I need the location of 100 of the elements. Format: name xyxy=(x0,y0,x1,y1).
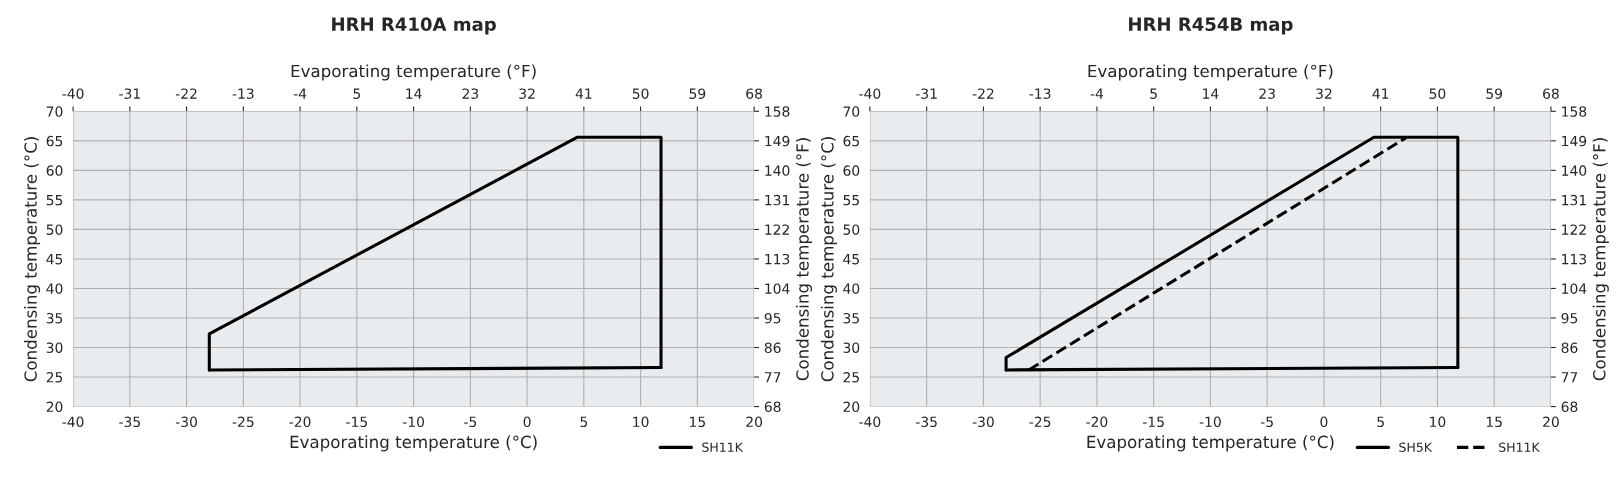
x-tick-label: 20 xyxy=(746,416,763,428)
y2-tick-label: 68 xyxy=(1561,401,1578,413)
x2-tick-label: -13 xyxy=(1029,88,1051,99)
x2-tick-label: -31 xyxy=(119,88,140,99)
y-tick-label: 50 xyxy=(46,224,63,235)
x2-tick-label: 14 xyxy=(406,88,422,99)
y-tick-label: 25 xyxy=(46,372,63,383)
y2-tick-label: 140 xyxy=(765,165,790,176)
y2-axis-title: Condensing temperature (°F) xyxy=(795,138,813,381)
y-tick-label: 35 xyxy=(843,312,859,324)
x2-tick-label: 41 xyxy=(575,88,592,99)
y-tick-label: 55 xyxy=(843,195,859,206)
y2-tick-label: 77 xyxy=(764,372,781,383)
legend-label: SH11K xyxy=(1499,442,1540,452)
chart-title: HRH R410A map xyxy=(332,17,496,35)
y-tick-label: 70 xyxy=(843,106,860,117)
x2-tick-label: 23 xyxy=(462,88,479,99)
y-tick-label: 65 xyxy=(843,135,859,147)
x2-tick-label: -40 xyxy=(62,88,84,99)
x-tick-label: -5 xyxy=(464,416,477,428)
y-tick-label: 20 xyxy=(843,401,860,413)
y-tick-label: 55 xyxy=(46,195,63,206)
x-tick-label: 20 xyxy=(1543,416,1559,428)
y2-tick-label: 158 xyxy=(765,106,790,117)
x-tick-label: -15 xyxy=(346,416,367,428)
x-tick-label: -30 xyxy=(972,416,994,428)
y2-tick-label: 68 xyxy=(764,401,781,413)
y-tick-label: 35 xyxy=(46,312,63,324)
legend-label: SH11K xyxy=(702,442,744,452)
x-tick-label: -40 xyxy=(859,416,881,428)
x-tick-label: -10 xyxy=(1199,416,1221,428)
x2-tick-label: -31 xyxy=(915,88,937,99)
x2-tick-label: 41 xyxy=(1372,88,1389,99)
x-tick-label: -20 xyxy=(1086,416,1108,428)
x2-tick-label: 5 xyxy=(353,88,361,99)
y2-tick-label: 158 xyxy=(1562,106,1587,117)
y-tick-label: 40 xyxy=(843,283,860,294)
y2-tick-label: 77 xyxy=(1561,372,1578,383)
y-tick-label: 20 xyxy=(46,401,63,413)
y2-tick-label: 95 xyxy=(764,312,781,324)
x-tick-label: 10 xyxy=(1430,416,1446,428)
x2-tick-label: -13 xyxy=(232,88,254,99)
y2-tick-label: 86 xyxy=(1561,342,1578,353)
x-tick-label: 5 xyxy=(580,416,588,428)
x-tick-label: -35 xyxy=(915,416,937,428)
x-axis-title: Evaporating temperature (°C) xyxy=(290,435,537,452)
legend-label: SH5K xyxy=(1399,442,1433,452)
y2-tick-label: 95 xyxy=(1561,312,1578,324)
x-tick-label: -30 xyxy=(175,416,198,428)
y2-tick-label: 104 xyxy=(1562,283,1587,294)
y-tick-label: 60 xyxy=(46,165,63,176)
x-tick-label: -25 xyxy=(232,416,254,428)
x-tick-label: -20 xyxy=(289,416,311,428)
y-tick-label: 60 xyxy=(843,165,860,176)
x-tick-label: 0 xyxy=(523,416,531,428)
y2-tick-label: 86 xyxy=(764,342,781,353)
x-tick-label: -15 xyxy=(1142,416,1164,428)
x2-tick-label: 32 xyxy=(519,88,535,99)
y2-tick-label: 113 xyxy=(1562,253,1587,265)
x-tick-label: -25 xyxy=(1029,416,1051,428)
y2-tick-label: 131 xyxy=(1562,194,1586,206)
x2-tick-label: 59 xyxy=(1486,88,1503,99)
y2-tick-label: 113 xyxy=(765,253,790,265)
x-tick-label: 0 xyxy=(1320,416,1328,428)
x2-axis-title: Evaporating temperature (°F) xyxy=(291,64,536,81)
chart-title: HRH R454B map xyxy=(1129,17,1293,35)
x-tick-label: -35 xyxy=(119,416,140,428)
y-tick-label: 30 xyxy=(46,342,63,353)
y-axis-title: Condensing temperature (°C) xyxy=(820,137,837,382)
y2-axis-title: Condensing temperature (°F) xyxy=(1592,138,1609,381)
x-tick-label: 10 xyxy=(633,416,649,428)
y-tick-label: 70 xyxy=(46,106,63,117)
y-tick-label: 65 xyxy=(46,135,63,147)
y2-tick-label: 122 xyxy=(765,224,789,235)
y2-tick-label: 140 xyxy=(1562,165,1587,176)
x-tick-label: 5 xyxy=(1377,416,1384,428)
x-tick-label: -40 xyxy=(62,416,84,428)
y-tick-label: 30 xyxy=(843,342,860,353)
x-tick-label: -10 xyxy=(402,416,425,428)
x-axis-title: Evaporating temperature (°C) xyxy=(1087,435,1334,452)
x2-tick-label: 59 xyxy=(689,88,706,99)
x-tick-label: 15 xyxy=(1486,416,1502,428)
y-tick-label: 50 xyxy=(843,224,860,235)
y-tick-label: 25 xyxy=(843,372,859,383)
x2-tick-label: 23 xyxy=(1259,88,1275,99)
y2-tick-label: 104 xyxy=(765,283,790,294)
x-tick-label: -5 xyxy=(1260,416,1273,428)
x2-tick-label: 50 xyxy=(632,88,649,99)
x2-tick-label: -40 xyxy=(859,88,881,99)
y-tick-label: 45 xyxy=(843,254,859,265)
x2-tick-label: 50 xyxy=(1429,88,1446,99)
x2-axis-title: Evaporating temperature (°F) xyxy=(1088,64,1333,81)
x2-tick-label: -4 xyxy=(293,88,307,99)
x2-tick-label: -4 xyxy=(1090,88,1104,99)
y-tick-label: 45 xyxy=(46,254,63,265)
x2-tick-label: -22 xyxy=(175,88,197,99)
y2-tick-label: 149 xyxy=(765,135,790,147)
x-tick-label: 15 xyxy=(690,416,705,428)
y-axis-title: Condensing temperature (°C) xyxy=(24,137,41,382)
y-tick-label: 40 xyxy=(46,283,63,294)
